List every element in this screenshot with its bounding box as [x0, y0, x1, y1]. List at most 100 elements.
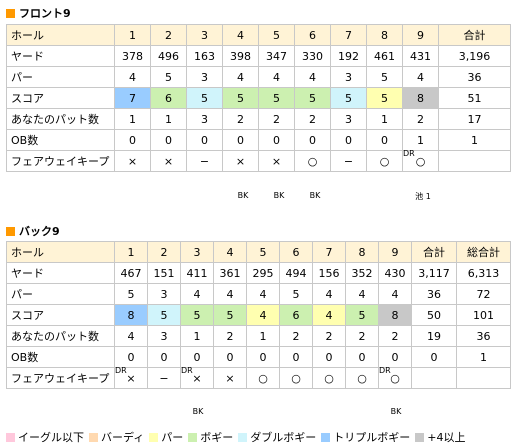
ob-value: 0 [294, 129, 331, 151]
putts-value: 4 [114, 325, 148, 347]
putts-value: 3 [186, 108, 223, 130]
hole-header-row: ホール 1 2 3 4 5 6 7 8 9 合計 [6, 24, 511, 46]
back-nine-title-text: バック9 [19, 225, 60, 238]
section-bullet-icon [6, 8, 15, 18]
fairway-value: DR × [114, 367, 148, 389]
score-color-legend: イーグル以下 バーディ パー ボギー ダブルボギー トリプルボギー +4以上 [6, 430, 465, 444]
putts-label: あなたのパット数 [6, 325, 115, 347]
par-value: 4 [246, 283, 280, 305]
yard-value: 347 [258, 45, 295, 67]
putts-value: 2 [213, 325, 247, 347]
fairway-mark: ○ [415, 154, 426, 168]
grand-total-label: 総合計 [456, 241, 511, 263]
par-value: 4 [213, 283, 247, 305]
fairway-value: DR ○ [378, 366, 412, 389]
hole-header-row: ホール 1 2 3 4 5 6 7 8 9 合計 総合計 [6, 241, 511, 263]
score-value: 6 [279, 304, 313, 326]
score-value: 5 [147, 304, 181, 326]
yard-value: 163 [186, 45, 223, 67]
yard-value: 411 [180, 262, 214, 284]
fairway-value: ○ [246, 367, 280, 389]
ob-total: 0 [411, 346, 457, 368]
legend-swatch [149, 432, 159, 442]
score-value: 5 [294, 87, 331, 109]
putts-value: 1 [114, 108, 151, 130]
driver-mark: DR [379, 366, 391, 375]
score-value: 4 [246, 304, 280, 326]
back-nine-title: バック9 [6, 224, 60, 238]
legend-item-bogey: ボギー [188, 429, 233, 445]
par-value: 5 [279, 283, 313, 305]
score-total: 50 [411, 304, 457, 326]
bunker-note: BK [390, 407, 402, 416]
hole-number: 1 [114, 241, 148, 263]
fairway-value: ○ [312, 367, 346, 389]
fairway-total [438, 150, 511, 172]
yard-value: 361 [213, 262, 247, 284]
yard-value: 378 [114, 45, 151, 67]
hole-number: 1 [114, 24, 151, 46]
yard-value: 192 [330, 45, 367, 67]
fairway-value: × [150, 150, 187, 172]
par-total: 36 [411, 283, 457, 305]
legend-swatch [6, 432, 15, 442]
putts-value: 2 [279, 325, 313, 347]
ob-value: 0 [222, 129, 259, 151]
hole-number: 8 [366, 24, 403, 46]
yard-value: 467 [114, 262, 148, 284]
fairway-value: ○ [345, 367, 379, 389]
putts-grand-total: 36 [456, 325, 511, 347]
yard-value: 398 [222, 45, 259, 67]
putts-value: 1 [366, 108, 403, 130]
putts-value: 2 [378, 325, 412, 347]
legend-swatch [415, 432, 425, 442]
par-value: 5 [366, 66, 403, 88]
hole-number: 7 [330, 24, 367, 46]
hole-number: 3 [180, 241, 214, 263]
score-value: 5 [186, 87, 223, 109]
ob-value: 0 [378, 346, 412, 368]
hole-number: 2 [150, 24, 187, 46]
putts-total: 17 [438, 108, 511, 130]
ob-value: 0 [114, 346, 148, 368]
hole-number: 3 [186, 24, 223, 46]
ob-value: 0 [366, 129, 403, 151]
fairway-label: フェアウェイキープ [6, 367, 115, 389]
par-value: 4 [378, 283, 412, 305]
fairway-value: − [330, 150, 367, 172]
legend-label: トリプルボギー [333, 431, 411, 444]
score-label: スコア [6, 304, 115, 326]
legend-item-plus-four: +4以上 [415, 429, 465, 445]
score-label: スコア [6, 87, 115, 109]
ob-row: OB数 0 0 0 0 0 0 0 0 1 1 [6, 129, 511, 151]
fairway-value: DR ○ [402, 149, 439, 172]
yard-value: 295 [246, 262, 280, 284]
driver-mark: DR [403, 149, 415, 158]
score-row: スコア 8 5 5 5 4 6 4 5 8 50 101 [6, 304, 511, 326]
fairway-row: フェアウェイキープ DR × − DR × × ○ ○ ○ ○ DR ○ [6, 366, 511, 389]
front-notes: BK BK BK 池 1 [6, 191, 510, 203]
ob-value: 0 [213, 346, 247, 368]
yard-value: 496 [150, 45, 187, 67]
score-value: 7 [114, 87, 151, 109]
hole-number: 6 [294, 24, 331, 46]
fairway-value: × [258, 150, 295, 172]
par-value: 5 [114, 283, 148, 305]
score-value: 5 [180, 304, 214, 326]
par-row: パー 4 5 3 4 4 4 3 5 4 36 [6, 66, 511, 88]
par-value: 5 [150, 66, 187, 88]
fairway-value: × [222, 150, 259, 172]
yard-value: 430 [378, 262, 412, 284]
yard-row: ヤード 467 151 411 361 295 494 156 352 430 … [6, 262, 511, 284]
putts-value: 2 [294, 108, 331, 130]
ob-row: OB数 0 0 0 0 0 0 0 0 0 0 1 [6, 346, 511, 368]
yard-value: 431 [402, 45, 439, 67]
par-value: 4 [222, 66, 259, 88]
score-value: 5 [345, 304, 379, 326]
hole-number: 2 [147, 241, 181, 263]
par-value: 4 [312, 283, 346, 305]
yard-total: 3,196 [438, 45, 511, 67]
legend-swatch [321, 432, 331, 442]
legend-label: ボギー [200, 431, 234, 444]
par-value: 4 [294, 66, 331, 88]
